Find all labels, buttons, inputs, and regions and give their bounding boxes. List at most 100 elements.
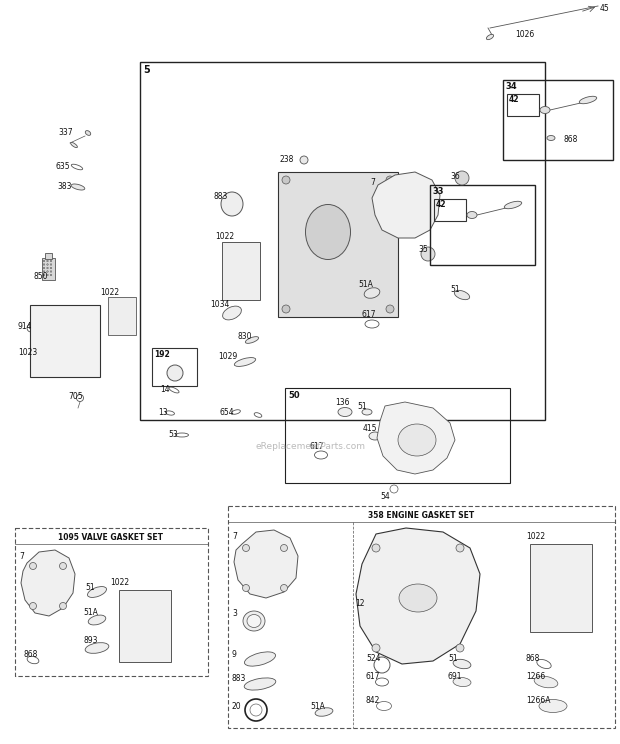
Ellipse shape <box>398 424 436 456</box>
Circle shape <box>43 275 45 276</box>
Ellipse shape <box>504 202 521 209</box>
Circle shape <box>456 644 464 652</box>
Text: 868: 868 <box>563 135 577 144</box>
Ellipse shape <box>453 659 471 669</box>
Text: 358 ENGINE GASKET SET: 358 ENGINE GASKET SET <box>368 511 474 520</box>
Circle shape <box>50 275 52 276</box>
Text: 12: 12 <box>355 599 365 608</box>
Polygon shape <box>21 550 75 616</box>
Text: 893: 893 <box>83 636 97 645</box>
Ellipse shape <box>369 432 381 440</box>
Bar <box>45 253 52 259</box>
Ellipse shape <box>247 615 261 627</box>
Circle shape <box>300 156 308 164</box>
Text: 883: 883 <box>232 674 246 683</box>
Ellipse shape <box>244 652 275 666</box>
Text: 1022: 1022 <box>526 532 545 541</box>
Text: 14: 14 <box>160 385 170 394</box>
Circle shape <box>421 247 435 261</box>
Text: 1026: 1026 <box>515 30 534 39</box>
Ellipse shape <box>243 611 265 631</box>
Bar <box>108 297 136 335</box>
Bar <box>222 242 260 300</box>
Text: 635: 635 <box>55 162 69 171</box>
Text: 36: 36 <box>450 172 460 181</box>
Bar <box>278 172 398 317</box>
Bar <box>15 528 208 676</box>
Circle shape <box>46 260 48 262</box>
Bar <box>152 348 197 386</box>
Ellipse shape <box>547 135 555 141</box>
Text: 850: 850 <box>33 272 48 281</box>
Polygon shape <box>372 172 440 238</box>
Circle shape <box>50 267 52 269</box>
Bar <box>434 199 466 221</box>
Ellipse shape <box>71 142 78 147</box>
Text: 51: 51 <box>448 654 458 663</box>
Polygon shape <box>356 528 480 664</box>
Ellipse shape <box>399 584 437 612</box>
Text: 691: 691 <box>448 672 463 681</box>
Bar <box>119 590 171 662</box>
Polygon shape <box>377 402 455 474</box>
Circle shape <box>386 305 394 313</box>
Text: 1022: 1022 <box>110 578 129 587</box>
Text: 883: 883 <box>213 192 228 201</box>
Text: 7: 7 <box>19 552 24 561</box>
Ellipse shape <box>338 408 352 417</box>
Text: 383: 383 <box>57 182 71 191</box>
Circle shape <box>43 260 45 262</box>
Text: 705: 705 <box>68 392 82 401</box>
Circle shape <box>242 545 249 551</box>
Text: 1022: 1022 <box>100 288 119 297</box>
Circle shape <box>46 275 48 276</box>
Bar <box>30 305 100 377</box>
Ellipse shape <box>362 409 372 415</box>
Ellipse shape <box>88 615 106 625</box>
Ellipse shape <box>467 211 477 219</box>
Ellipse shape <box>246 336 259 343</box>
Text: 1266A: 1266A <box>526 696 551 705</box>
Circle shape <box>282 176 290 184</box>
Text: 136: 136 <box>335 398 350 407</box>
Text: 42: 42 <box>436 200 446 209</box>
Bar <box>285 388 510 483</box>
Text: 9: 9 <box>232 650 237 659</box>
Bar <box>430 185 535 265</box>
Text: 42: 42 <box>509 95 520 104</box>
Ellipse shape <box>364 288 380 298</box>
Ellipse shape <box>453 678 471 687</box>
Circle shape <box>43 267 45 269</box>
Text: 337: 337 <box>58 128 73 137</box>
Circle shape <box>43 263 45 266</box>
Text: 415: 415 <box>363 424 378 433</box>
Circle shape <box>43 271 45 272</box>
Circle shape <box>455 171 469 185</box>
Bar <box>530 544 592 632</box>
Text: 5: 5 <box>143 65 150 75</box>
Text: 45: 45 <box>600 4 609 13</box>
Text: 617: 617 <box>309 442 324 451</box>
Circle shape <box>386 176 394 184</box>
Text: 50: 50 <box>288 391 299 400</box>
Ellipse shape <box>244 678 276 690</box>
Ellipse shape <box>85 643 109 653</box>
Text: 617: 617 <box>362 310 376 319</box>
Text: 868: 868 <box>526 654 541 663</box>
Ellipse shape <box>487 34 494 39</box>
Text: 1022: 1022 <box>215 232 234 241</box>
Text: eReplacementParts.com: eReplacementParts.com <box>255 442 365 451</box>
Circle shape <box>280 545 288 551</box>
Ellipse shape <box>540 106 550 114</box>
Text: 914: 914 <box>18 322 32 331</box>
Text: 51: 51 <box>357 402 366 411</box>
Circle shape <box>46 271 48 272</box>
Ellipse shape <box>234 358 255 366</box>
Ellipse shape <box>221 192 243 216</box>
Circle shape <box>30 603 37 609</box>
Bar <box>503 80 613 160</box>
Text: 238: 238 <box>280 155 294 164</box>
Text: 654: 654 <box>220 408 234 417</box>
Circle shape <box>280 585 288 591</box>
Ellipse shape <box>86 131 91 135</box>
